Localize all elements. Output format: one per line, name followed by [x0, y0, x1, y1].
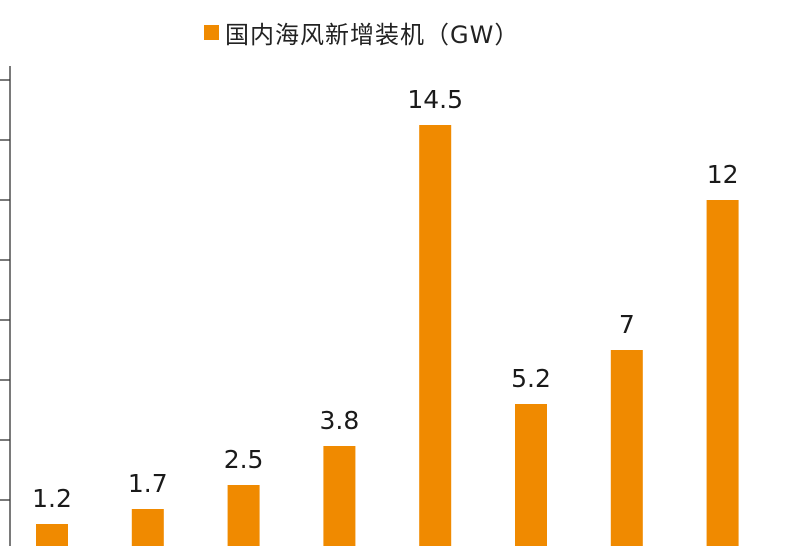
- bar: [323, 446, 356, 546]
- bar: [131, 509, 164, 546]
- data-label: 2.5: [224, 445, 264, 474]
- data-label: 1.2: [32, 484, 72, 513]
- bar-series: [36, 125, 739, 546]
- data-label: 7: [619, 310, 635, 339]
- bar: [419, 125, 452, 546]
- legend-swatch: [204, 24, 219, 40]
- data-label: 12: [707, 160, 739, 189]
- bar: [36, 524, 68, 546]
- data-label: 14.5: [407, 85, 463, 114]
- data-labels: 1.21.72.53.814.55.27121: [32, 85, 739, 513]
- bar: [227, 485, 260, 546]
- bar: [515, 404, 547, 546]
- legend: 国内海风新增装机（GW）: [204, 14, 519, 50]
- bar: [706, 200, 739, 546]
- data-label: 5.2: [511, 364, 551, 393]
- bar: [610, 350, 643, 546]
- y-axis: [0, 66, 11, 546]
- data-label: 3.8: [320, 406, 360, 435]
- legend-label: 国内海风新增装机（GW）: [225, 20, 520, 49]
- data-label: 1.7: [128, 469, 168, 498]
